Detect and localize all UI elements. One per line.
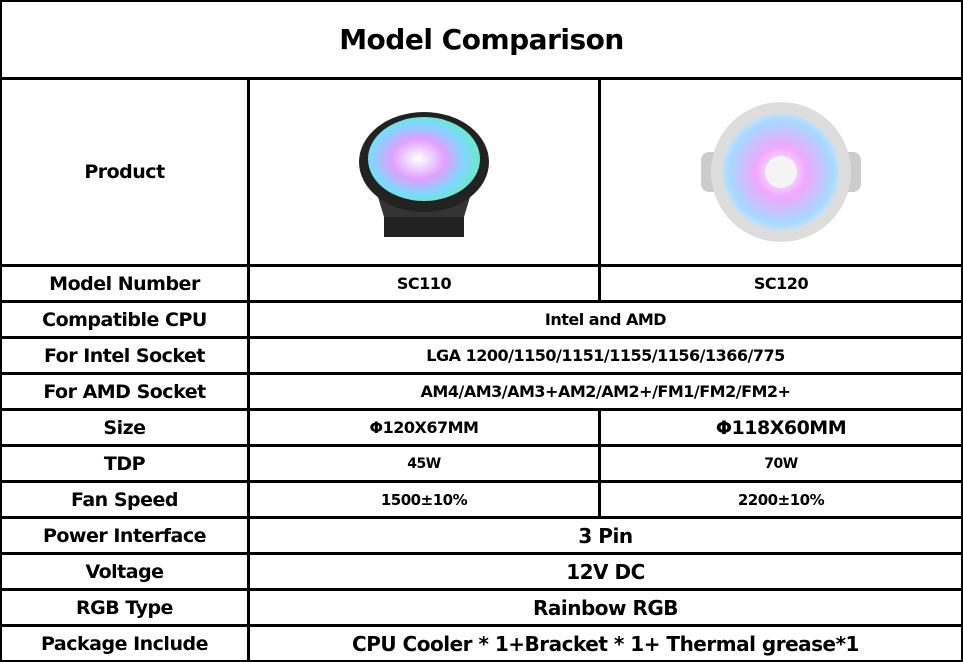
- row-label: Package Include: [0, 625, 249, 662]
- title: Model Comparison: [0, 0, 963, 79]
- product-image-sc110: [359, 112, 489, 237]
- row-value: 2200±10%: [599, 481, 963, 518]
- product-image-sc120: [701, 102, 861, 242]
- row-label: Power Interface: [0, 517, 249, 554]
- row-value: AM4/AM3/AM3+AM2/AM2+/FM1/FM2/FM2+: [248, 373, 963, 410]
- row-value: 12V DC: [248, 553, 963, 590]
- row-label: Voltage: [0, 553, 249, 590]
- row-label: Size: [0, 409, 249, 446]
- row-label: Fan Speed: [0, 481, 249, 518]
- row-value: SC110: [248, 265, 600, 302]
- row-label: For Intel Socket: [0, 337, 249, 374]
- row-value: 45W: [248, 445, 600, 482]
- row-value: Rainbow RGB: [248, 589, 963, 626]
- row-value: 70W: [599, 445, 963, 482]
- product-label: Product: [0, 78, 249, 266]
- row-value: 3 Pin: [248, 517, 963, 554]
- row-value: CPU Cooler * 1+Bracket * 1+ Thermal grea…: [248, 625, 963, 662]
- row-value: Φ120X67MM: [248, 409, 600, 446]
- row-value: 1500±10%: [248, 481, 600, 518]
- row-value: Φ118X60MM: [599, 409, 963, 446]
- row-value: SC120: [599, 265, 963, 302]
- row-label: Compatible CPU: [0, 301, 249, 338]
- row-label: For AMD Socket: [0, 373, 249, 410]
- product-image-cell: [248, 78, 600, 266]
- row-label: TDP: [0, 445, 249, 482]
- row-label: Model Number: [0, 265, 249, 302]
- row-value: LGA 1200/1150/1151/1155/1156/1366/775: [248, 337, 963, 374]
- row-value: Intel and AMD: [248, 301, 963, 338]
- product-image-cell: [599, 78, 963, 266]
- row-label: RGB Type: [0, 589, 249, 626]
